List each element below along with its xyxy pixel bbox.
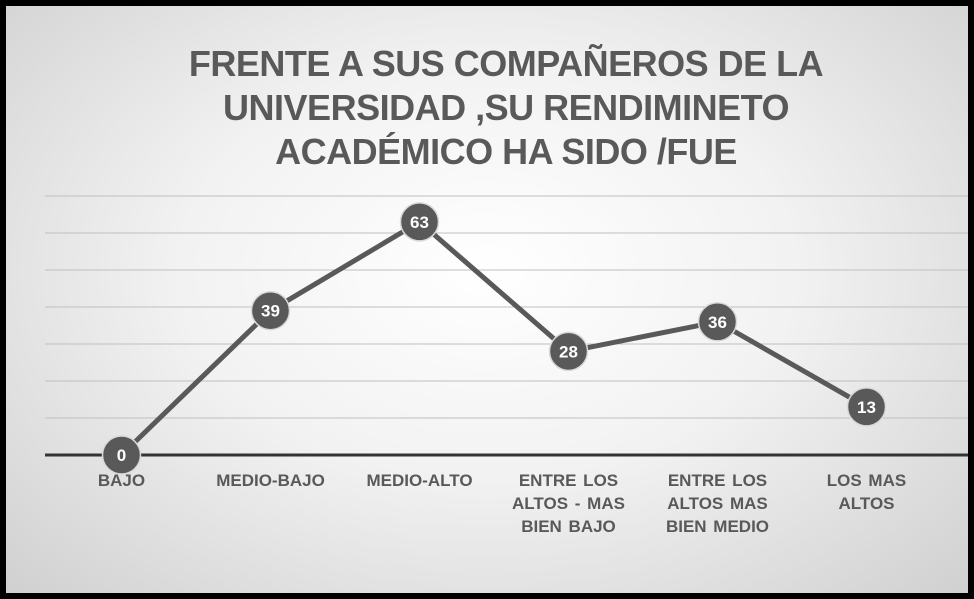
- data-point: [548, 331, 589, 372]
- data-label: 28: [559, 342, 578, 361]
- data-point: [399, 202, 440, 242]
- data-point: [101, 435, 142, 475]
- x-tick-label: BAJO: [97, 471, 146, 490]
- data-label: 0: [117, 446, 126, 465]
- data-label: 63: [410, 213, 429, 232]
- data-point: [697, 302, 738, 342]
- x-tick-label: LOS MAS ALTOS: [826, 471, 907, 513]
- x-tick-label: ENTRE LOS ALTOS - MAS BIEN BAJO: [512, 471, 625, 536]
- data-label: 36: [708, 313, 727, 332]
- x-tick-label: ENTRE LOS ALTOS MAS BIEN MEDIO: [665, 471, 770, 536]
- x-tick-label: MEDIO-ALTO: [366, 471, 473, 490]
- data-label: 13: [857, 398, 876, 417]
- x-tick-label: MEDIO-BAJO: [216, 471, 325, 490]
- data-line: [119, 219, 868, 457]
- data-point: [250, 290, 291, 331]
- chart-title: FRENTE A SUS COMPAÑEROS DE LA UNIVERSIDA…: [188, 43, 824, 172]
- data-point: [846, 387, 887, 427]
- chart: 0 39 63 28 36 13: [45, 195, 968, 475]
- data-label: 39: [261, 302, 280, 321]
